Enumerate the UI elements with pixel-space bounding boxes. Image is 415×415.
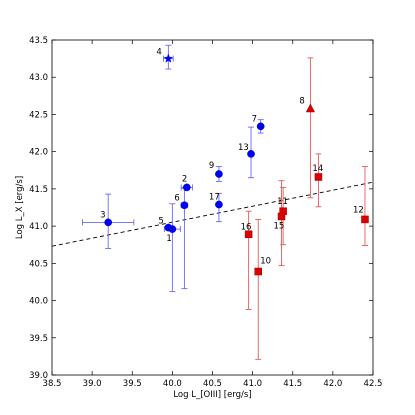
data-point-12: [361, 215, 369, 224]
data-point-15: [277, 212, 286, 221]
point-label-2: 2: [182, 174, 187, 184]
x-tick-label: 39.0: [83, 379, 102, 389]
data-point-14: [314, 173, 323, 181]
point-label-6: 6: [174, 193, 179, 203]
point-label-16: 16: [241, 222, 252, 232]
x-tick-label: 41.5: [283, 379, 302, 389]
y-tick-label: 39.0: [29, 371, 48, 381]
x-tick-label: 42.0: [323, 379, 342, 389]
y-tick-label: 40.5: [29, 259, 48, 269]
data-point-17: [215, 200, 223, 209]
data-point-2: [182, 183, 191, 192]
point-label-5: 5: [158, 217, 163, 227]
y-tick-label: 43.5: [29, 36, 48, 46]
x-tick-label: 40.0: [163, 379, 182, 389]
y-tick-label: 43.0: [29, 73, 48, 83]
data-points-layer: [104, 53, 369, 276]
y-tick-label: 41.0: [29, 222, 48, 232]
plot-frame: [51, 39, 374, 376]
data-point-7: [256, 122, 265, 131]
fit-line-layer: [51, 181, 374, 247]
point-label-15: 15: [274, 221, 285, 231]
data-point-6: [180, 201, 189, 210]
point-label-12: 12: [353, 205, 364, 215]
y-tick-label: 42.0: [29, 148, 48, 158]
x-tick-label: 41.0: [243, 379, 262, 389]
y-tick-label: 40.0: [29, 297, 48, 307]
x-tick-label: 38.5: [43, 379, 62, 389]
y-tick-label: 41.5: [29, 185, 48, 195]
data-point-10: [254, 267, 262, 276]
point-label-17: 17: [209, 193, 220, 203]
point-label-11: 11: [277, 197, 288, 207]
ticks-layer: 38.5 39.0 39.5 40.0 40.5 41.0 41.5 42.0 42.539.0…: [29, 36, 382, 389]
point-label-4: 4: [156, 48, 161, 58]
x-axis-label: Log L_[OIII] [erg/s]: [173, 390, 251, 400]
point-label-8: 8: [299, 96, 304, 106]
data-point-8: [305, 103, 316, 113]
error-bars-layer: [82, 44, 368, 360]
data-point-4: [163, 53, 174, 63]
point-label-10: 10: [260, 257, 271, 267]
y-tick-label: 42.5: [29, 110, 48, 120]
point-label-1: 1: [166, 234, 171, 244]
data-point-16: [244, 230, 253, 239]
point-label-7: 7: [252, 114, 257, 124]
point-label-3: 3: [100, 210, 105, 220]
data-point-13: [247, 150, 255, 158]
x-tick-label: 42.5: [364, 379, 383, 389]
x-tick-label: 40.5: [203, 379, 222, 389]
point-label-9: 9: [209, 161, 214, 171]
y-tick-label: 39.5: [29, 334, 48, 344]
data-point-9: [215, 170, 223, 178]
data-point-3: [104, 218, 113, 227]
point-label-14: 14: [312, 164, 323, 174]
data-point-5: [164, 223, 173, 232]
axes-frame: [51, 39, 374, 376]
x-tick-label: 39.5: [123, 379, 142, 389]
point-label-13: 13: [238, 143, 249, 153]
fit-line: [51, 181, 374, 247]
y-axis-label: Log L_X [erg/s]: [15, 176, 25, 239]
